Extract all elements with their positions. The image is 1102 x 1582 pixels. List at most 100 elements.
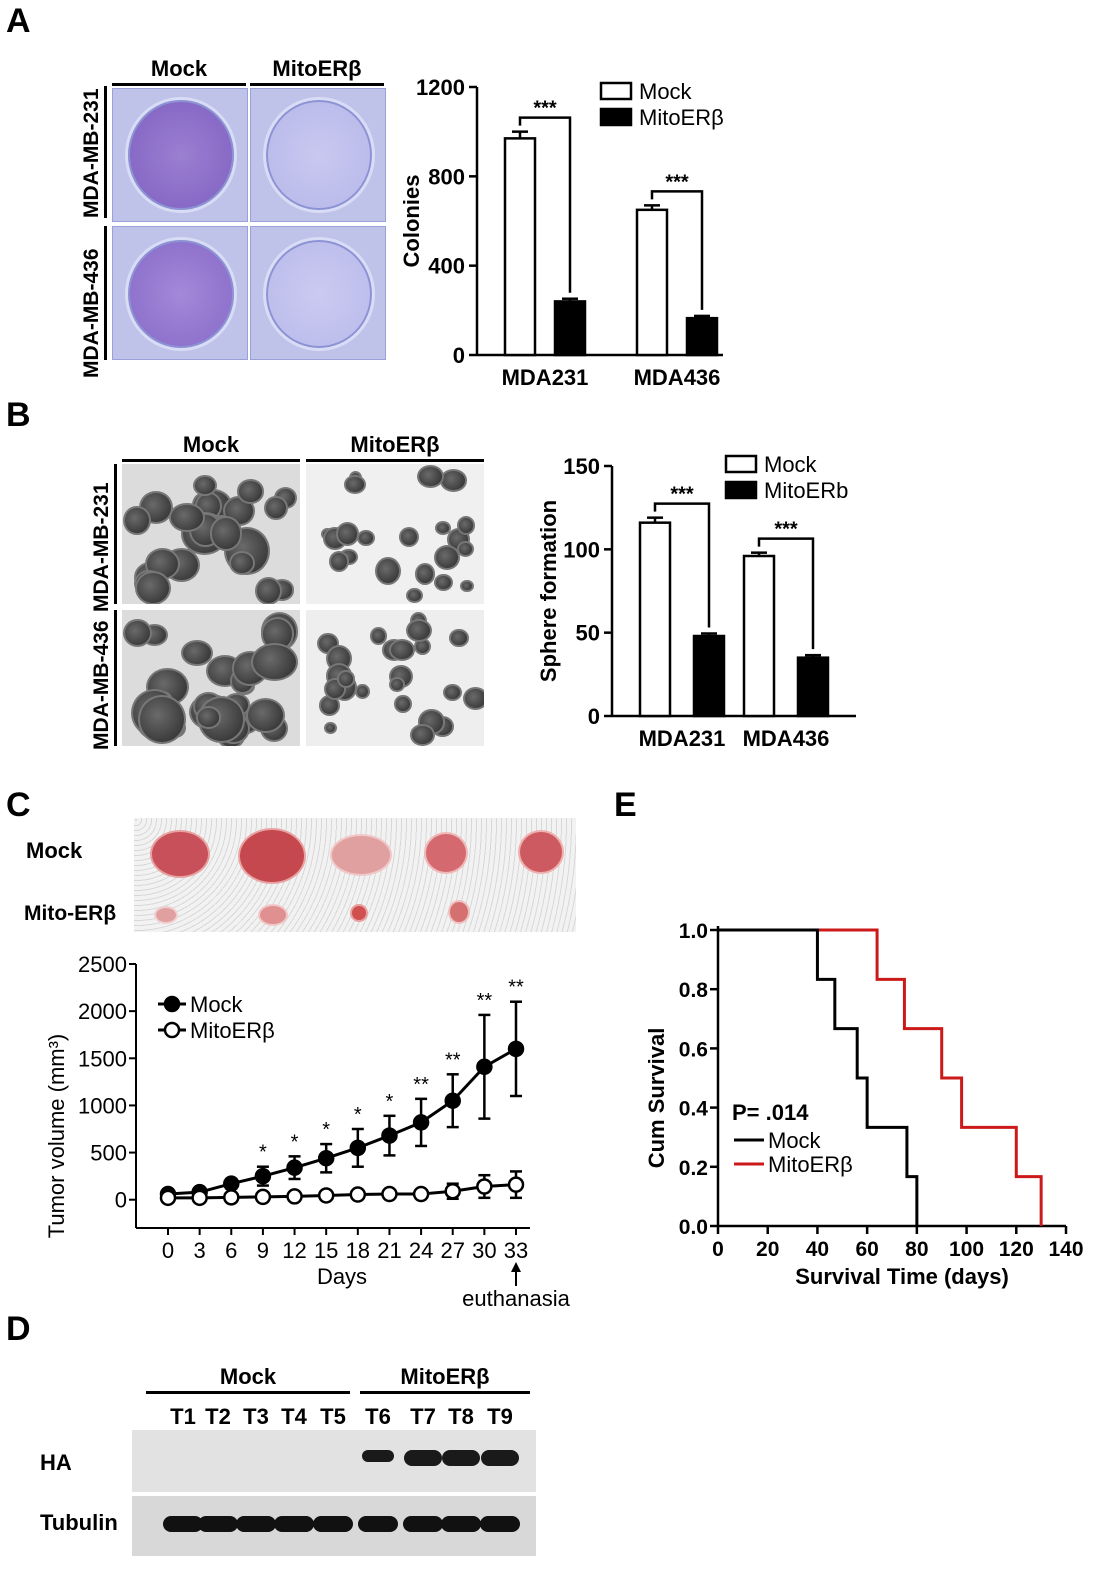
bar bbox=[742, 554, 776, 718]
y-tick-label: 800 bbox=[428, 164, 465, 189]
tubulin-band bbox=[441, 1516, 481, 1532]
survival-curve bbox=[718, 928, 1043, 1226]
data-point bbox=[349, 1139, 367, 1157]
data-point bbox=[412, 1185, 430, 1203]
y-tick-label: 50 bbox=[576, 621, 600, 646]
data-point bbox=[507, 1040, 525, 1058]
lane-label: T6 bbox=[365, 1404, 391, 1429]
data-point bbox=[286, 1188, 303, 1205]
x-tick-label: 0 bbox=[162, 1238, 174, 1263]
sphere bbox=[399, 527, 420, 548]
y-tick-label: 0 bbox=[453, 343, 465, 368]
panel-a-header-mock: Mock bbox=[112, 56, 246, 86]
y-tick-label: 500 bbox=[90, 1141, 127, 1166]
sphere bbox=[335, 521, 360, 546]
sphere bbox=[394, 695, 412, 713]
lane-label: T7 bbox=[410, 1404, 436, 1429]
tubulin-band bbox=[358, 1516, 398, 1532]
x-tick-label: 40 bbox=[806, 1238, 829, 1261]
bar bbox=[553, 300, 587, 357]
panel-a-row-label-436: MDA-MB-436 bbox=[80, 248, 103, 378]
panel-b-row-label-231: MDA-MB-231 bbox=[90, 482, 113, 612]
panel-e-chart: 0.0 0.2 0.4 0.6 0.8 1.0 0 20 40 60 80 100 120 140 Surv… bbox=[644, 920, 1084, 1289]
x-axis-label: Survival Time (days) bbox=[795, 1264, 1009, 1289]
y-tick-label: 0.0 bbox=[679, 1216, 708, 1239]
y-tick-label: 1200 bbox=[416, 75, 465, 100]
tubulin-band bbox=[480, 1516, 520, 1532]
sphere-image-mitoerb-231 bbox=[306, 464, 484, 604]
sphere bbox=[180, 639, 213, 667]
significance-bracket bbox=[650, 190, 704, 310]
panel-b-row-label-436: MDA-MB-436 bbox=[90, 620, 113, 750]
ha-band bbox=[404, 1450, 442, 1466]
sphere bbox=[369, 627, 388, 646]
sphere bbox=[456, 516, 475, 536]
x-tick-label: 80 bbox=[905, 1238, 928, 1261]
panel-c-row-label-mitoerb: Mito-ERβ bbox=[24, 902, 117, 925]
tumor-mock-1 bbox=[150, 830, 210, 878]
legend-entry: Mock bbox=[190, 992, 244, 1017]
lane-label: T5 bbox=[320, 1404, 346, 1429]
significance-stars: * bbox=[354, 1104, 362, 1126]
sphere bbox=[434, 520, 451, 535]
sphere bbox=[449, 629, 469, 648]
sphere bbox=[356, 529, 375, 546]
panel-a-chart: 0 400 800 1200 Colonies *** MDA231 *** MDA436 Moc… bbox=[399, 75, 724, 390]
panel-label-d: D bbox=[6, 1310, 31, 1348]
significance-stars: ** bbox=[413, 1074, 429, 1096]
significance-stars: * bbox=[291, 1131, 299, 1153]
category-label: MDA436 bbox=[743, 726, 830, 751]
legend-entry: MitoERb bbox=[764, 478, 848, 503]
sphere bbox=[329, 551, 350, 572]
significance-stars: * bbox=[322, 1119, 330, 1141]
tumor-mock-3 bbox=[330, 834, 392, 876]
legend-swatch bbox=[599, 107, 633, 127]
colony-well-mock-231 bbox=[112, 88, 248, 222]
legend-entry: Mock bbox=[639, 79, 693, 104]
significance-stars: ** bbox=[445, 1049, 461, 1071]
x-tick-label: 30 bbox=[472, 1238, 496, 1263]
significance-stars: ** bbox=[477, 990, 493, 1012]
category-label: MDA231 bbox=[639, 726, 726, 751]
y-tick-label: 0.2 bbox=[679, 1157, 708, 1180]
ha-band bbox=[481, 1450, 519, 1466]
data-point bbox=[191, 1189, 208, 1207]
panel-label-b: B bbox=[6, 396, 31, 434]
lane-label: T2 bbox=[205, 1404, 231, 1429]
tubulin-band bbox=[403, 1516, 443, 1532]
tumor-mitoerb-2 bbox=[258, 904, 288, 926]
significance-bracket bbox=[757, 537, 815, 650]
tumor-mitoerb-4 bbox=[448, 900, 470, 924]
tubulin-band bbox=[198, 1516, 238, 1532]
y-tick-label: 1000 bbox=[78, 1093, 127, 1118]
sphere bbox=[343, 475, 367, 494]
y-tick-label: 1500 bbox=[78, 1046, 127, 1071]
sphere bbox=[251, 643, 298, 682]
lane-labels: T1 T2 T3 T4 T5 T6 T7 T8 T9 bbox=[164, 1404, 534, 1430]
x-tick-label: 15 bbox=[314, 1238, 338, 1263]
blot-ha bbox=[132, 1430, 536, 1492]
sphere bbox=[405, 587, 423, 604]
sphere bbox=[405, 618, 433, 643]
tubulin-band bbox=[236, 1516, 276, 1532]
lane-label: T1 bbox=[170, 1404, 196, 1429]
y-tick-label: 2000 bbox=[78, 999, 127, 1024]
sphere bbox=[264, 495, 288, 521]
x-tick-label: 0 bbox=[712, 1238, 724, 1261]
data-point bbox=[507, 1176, 525, 1193]
blot-label-ha: HA bbox=[40, 1450, 72, 1475]
sphere bbox=[374, 556, 401, 585]
data-point bbox=[223, 1175, 240, 1192]
x-tick-label: 140 bbox=[1048, 1238, 1083, 1261]
colony-well-mitoerb-436 bbox=[250, 226, 386, 360]
colony-well-mock-436 bbox=[112, 226, 248, 360]
bar bbox=[503, 137, 537, 357]
panel-d-header-mock: Mock bbox=[146, 1364, 350, 1394]
x-tick-label: 9 bbox=[257, 1238, 269, 1263]
blot-tubulin bbox=[132, 1496, 536, 1556]
panel-a-row-label-231: MDA-MB-231 bbox=[80, 88, 103, 218]
sphere bbox=[459, 579, 474, 592]
x-tick-label: 12 bbox=[282, 1238, 306, 1263]
